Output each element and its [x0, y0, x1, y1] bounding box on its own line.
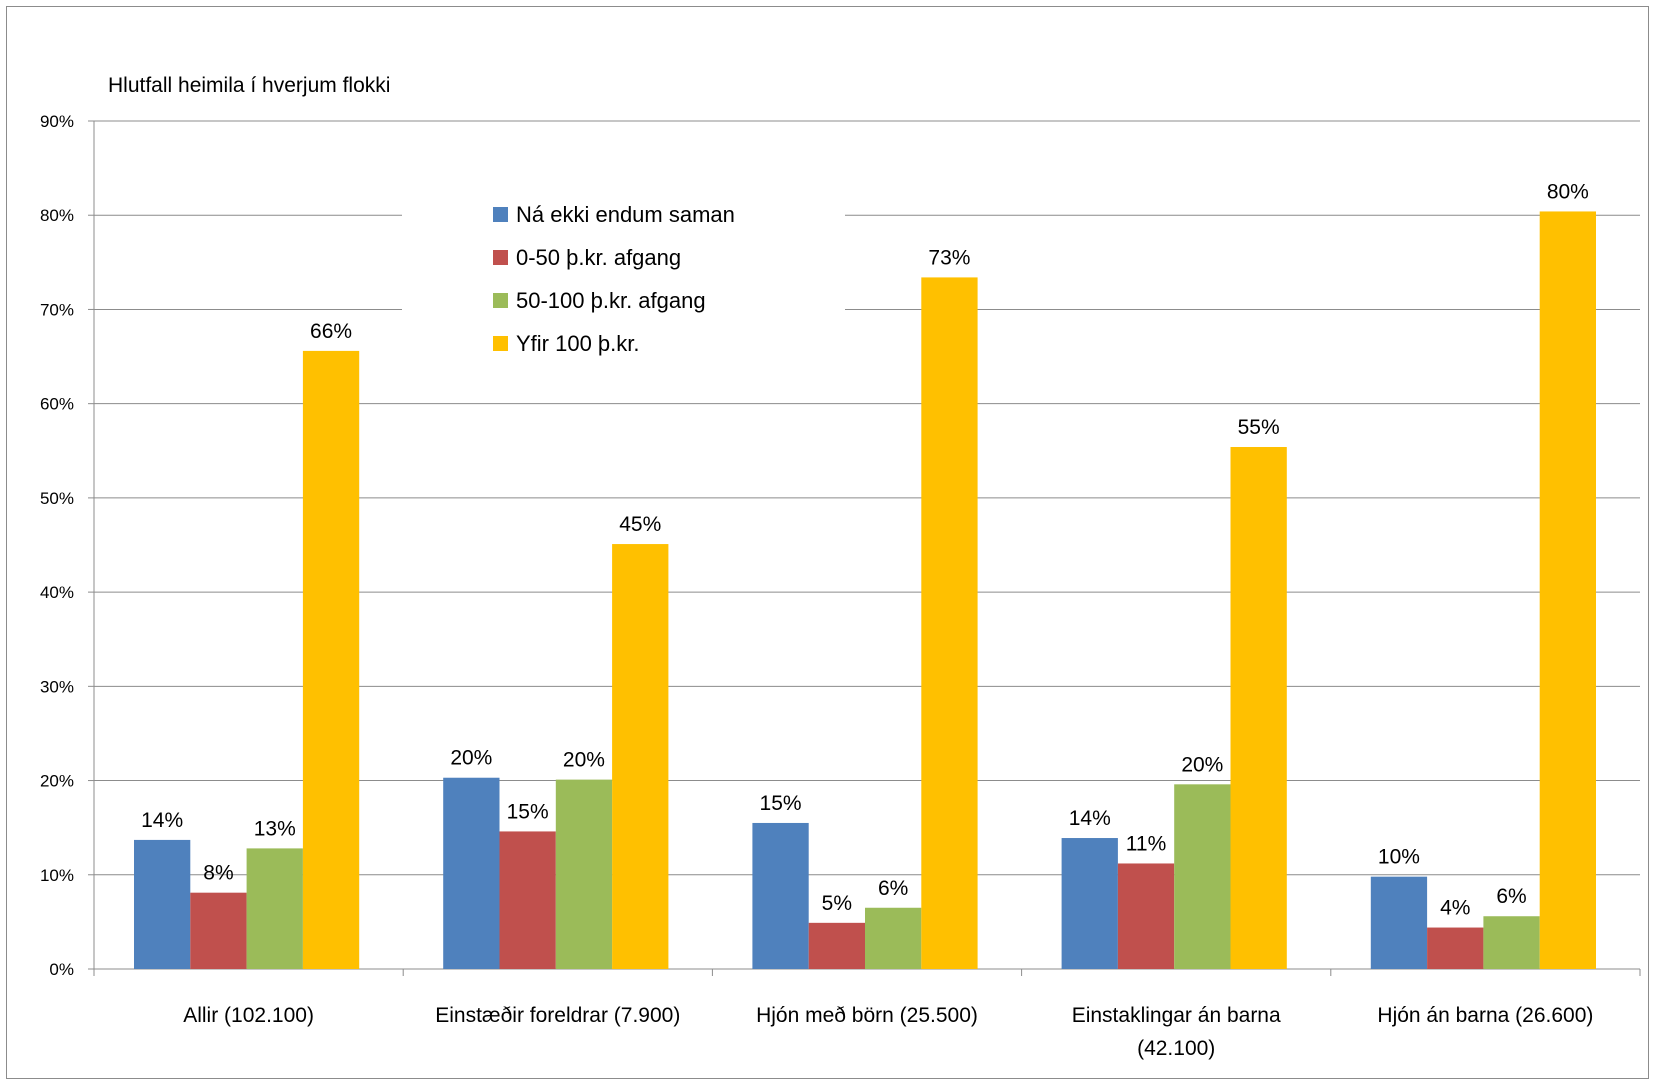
bar — [555, 779, 613, 969]
data-label: 14% — [141, 809, 183, 832]
data-label: 20% — [1181, 753, 1223, 776]
bar — [921, 277, 978, 969]
legend-swatch — [493, 336, 508, 351]
data-label: 80% — [1547, 180, 1589, 203]
y-tick-label: 50% — [40, 489, 74, 508]
data-label: 20% — [450, 747, 492, 770]
data-label: 66% — [310, 320, 352, 343]
bar — [1370, 876, 1428, 969]
data-label: 5% — [822, 892, 852, 915]
legend: Ná ekki endum saman 0-50 þ.kr. afgang 50-1… — [493, 202, 735, 356]
bar — [443, 777, 500, 969]
bar — [1483, 916, 1540, 969]
data-label: 45% — [619, 513, 661, 536]
y-tick-label: 20% — [40, 772, 74, 791]
data-label: 55% — [1238, 416, 1280, 439]
data-label: 13% — [254, 817, 296, 840]
x-category-label: Hjón með börn (25.500) — [756, 1004, 978, 1027]
legend-entry: Yfir 100 þ.kr. — [516, 331, 640, 356]
data-label: 6% — [1496, 885, 1526, 908]
data-label: 4% — [1440, 897, 1470, 920]
y-axis-title: Hlutfall heimila í hverjum flokki — [108, 74, 390, 97]
bar — [1061, 838, 1118, 969]
bar — [246, 848, 303, 969]
data-label: 15% — [507, 800, 549, 823]
y-tick-label: 90% — [40, 112, 74, 131]
axes: 0% 10% 20% 30% 40% 50% 60% 70% 80% 90% Allir (102.… — [40, 112, 1641, 1060]
data-label: 11% — [1126, 832, 1166, 855]
bar — [1427, 927, 1484, 969]
bar — [134, 839, 191, 969]
data-label: 6% — [878, 877, 908, 900]
legend-swatch — [493, 250, 508, 265]
data-label: 10% — [1378, 846, 1420, 869]
y-tick-label: 60% — [40, 395, 74, 414]
data-label: 8% — [203, 862, 233, 885]
legend-entry: 50-100 þ.kr. afgang — [516, 288, 706, 313]
y-tick-label: 30% — [40, 677, 74, 696]
legend-swatch — [493, 207, 508, 222]
data-labels: 14% 8% 13% 66% 20% 15% 20% 45% 15% 5% 6% 73% 14% 11% 2… — [141, 180, 1589, 919]
y-tick-label: 0% — [49, 960, 74, 979]
bar — [865, 907, 922, 969]
x-category-label: Einstaklingar án barna — [1072, 1004, 1281, 1027]
legend-entry: Ná ekki endum saman — [516, 202, 735, 227]
legend-entry: 0-50 þ.kr. afgang — [516, 245, 681, 270]
bar — [1230, 447, 1287, 969]
data-label: 20% — [563, 749, 605, 772]
y-tick-label: 80% — [40, 206, 74, 225]
y-tick-label: 70% — [40, 300, 74, 319]
legend-swatch — [493, 293, 508, 308]
data-label: 73% — [928, 246, 970, 269]
bar — [752, 822, 809, 969]
data-label: 15% — [760, 792, 802, 815]
y-tick-label: 10% — [40, 866, 74, 885]
x-category-label: Hjón án barna (26.600) — [1377, 1004, 1593, 1027]
bar — [612, 544, 669, 969]
y-tick-label: 40% — [40, 583, 74, 602]
bar — [808, 922, 865, 969]
x-category-label: Allir (102.100) — [183, 1004, 314, 1027]
data-label: 14% — [1069, 807, 1111, 830]
bar — [190, 892, 247, 969]
bar — [1174, 784, 1231, 969]
bar — [499, 831, 556, 969]
bar — [302, 350, 360, 969]
bar — [1117, 863, 1175, 969]
bar — [1539, 211, 1596, 969]
x-category-label: Einstæðir foreldrar (7.900) — [435, 1004, 680, 1027]
x-category-label: (42.100) — [1137, 1037, 1215, 1060]
bars — [134, 211, 1596, 969]
